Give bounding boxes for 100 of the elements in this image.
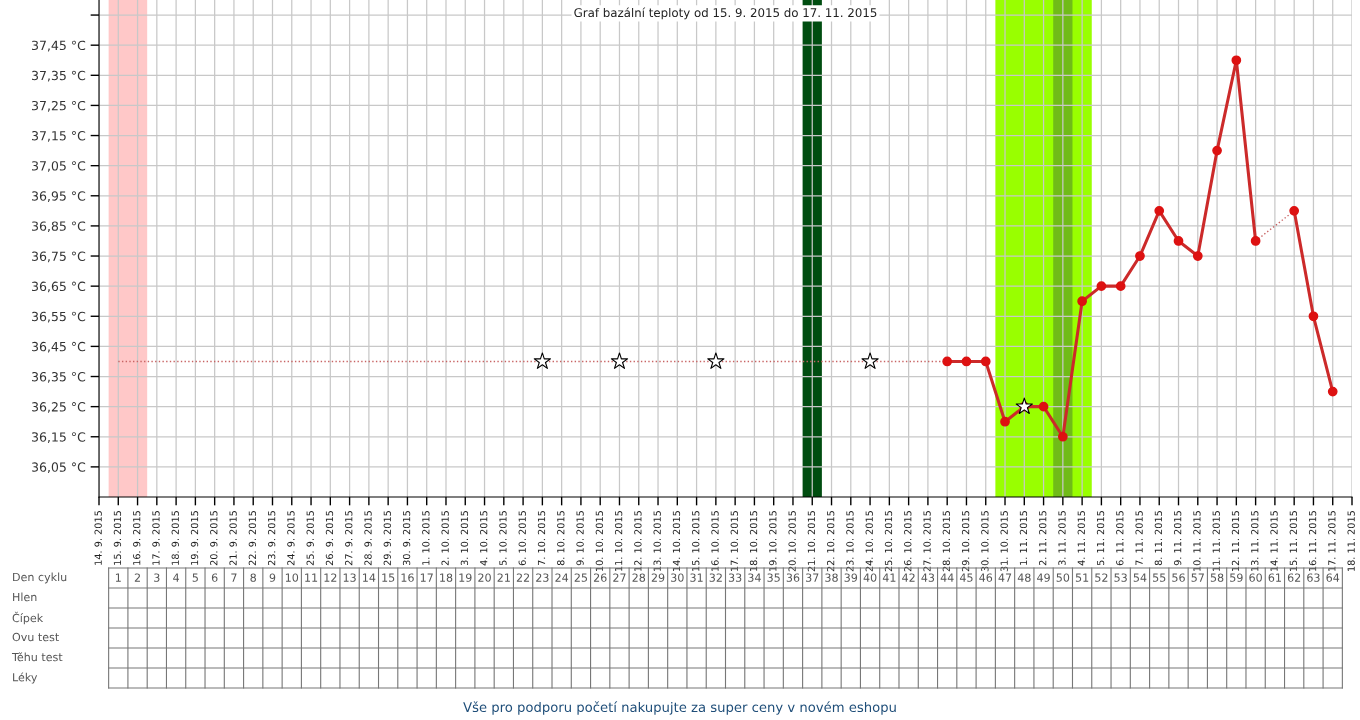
point bbox=[1308, 311, 1319, 322]
x2-tick-label: 23 bbox=[536, 573, 549, 582]
x-tick-label: 26. 10. 2015 bbox=[904, 511, 912, 572]
x-tick-label: 2. 10. 2015 bbox=[441, 511, 449, 566]
text: Den cyklu bbox=[13, 572, 67, 584]
x2-tick-label: 16 bbox=[401, 573, 414, 582]
x-tick-label: 30. 10. 2015 bbox=[981, 511, 989, 572]
point bbox=[1327, 386, 1338, 397]
x2-tick-label: 53 bbox=[1114, 573, 1127, 582]
x-tick-label: 2. 11. 2015 bbox=[1039, 511, 1047, 566]
x2-tick-label: 61 bbox=[1268, 573, 1281, 582]
point bbox=[1173, 236, 1184, 246]
y-tick-label: 37,35 °C bbox=[32, 70, 86, 82]
x-tick-label: 28. 10. 2015 bbox=[942, 511, 951, 572]
x-tick-label: 25. 9. 2015 bbox=[306, 511, 314, 566]
x2-tick-label: 33 bbox=[728, 573, 742, 582]
x-tick-label: 22. 9. 2015 bbox=[248, 511, 257, 566]
x2-tick-label: 38 bbox=[825, 573, 838, 582]
x-tick-label: 29. 10. 2015 bbox=[961, 511, 970, 572]
x-tick-label: 14. 9. 2015 bbox=[94, 511, 102, 565]
x-tick-label: 11. 11. 2015 bbox=[1212, 511, 1220, 571]
point bbox=[1000, 416, 1010, 427]
y-tick-label: 37,05 °C bbox=[32, 161, 86, 172]
x-tick-label: 9. 11. 2015 bbox=[1173, 511, 1182, 566]
x-tick-label: 14. 10. 2015 bbox=[672, 511, 681, 571]
point bbox=[1135, 251, 1145, 261]
x-tick-label: 18. 11. 2015 bbox=[1347, 511, 1355, 571]
x-tick-label: 4. 10. 2015 bbox=[480, 511, 488, 566]
point bbox=[961, 356, 972, 367]
point bbox=[610, 352, 629, 369]
x2-tick-label: 50 bbox=[1056, 573, 1070, 582]
point bbox=[1115, 281, 1126, 292]
point bbox=[1231, 55, 1242, 66]
x2-tick-label: 21 bbox=[497, 573, 510, 582]
x2-tick-label: 60 bbox=[1249, 573, 1262, 582]
x-tick-label: 17. 9. 2015 bbox=[152, 511, 160, 565]
x-tick-label: 29. 9. 2015 bbox=[383, 511, 391, 566]
point bbox=[1015, 397, 1033, 415]
x2-tick-label: 26 bbox=[593, 573, 607, 582]
x2-tick-label: 24 bbox=[555, 573, 569, 582]
point bbox=[1192, 251, 1203, 261]
x2-tick-label: 1 bbox=[115, 573, 121, 582]
x-tick-label: 1. 10. 2015 bbox=[422, 511, 430, 565]
x-tick-label: 4. 11. 2015 bbox=[1077, 511, 1085, 566]
x-tick-label: 17. 11. 2015 bbox=[1328, 511, 1336, 571]
point bbox=[707, 352, 725, 369]
x2-tick-label: 41 bbox=[882, 573, 896, 582]
y-tick-label: 37,15 °C bbox=[32, 131, 86, 142]
x2-tick-label: 4 bbox=[173, 573, 180, 582]
x-tick-label: 27. 10. 2015 bbox=[923, 511, 931, 572]
x-tick-label: 3. 10. 2015 bbox=[460, 511, 469, 566]
x-tick-label: 6. 10. 2015 bbox=[518, 511, 526, 566]
x2-tick-label: 51 bbox=[1075, 573, 1089, 582]
x-tick-label: 18. 10. 2015 bbox=[749, 511, 758, 571]
y-tick-label: 37,25 °C bbox=[32, 100, 86, 112]
point bbox=[1096, 281, 1107, 292]
x2-tick-label: 11 bbox=[305, 573, 318, 582]
x2-tick-label: 62 bbox=[1287, 573, 1301, 582]
text: Čípek bbox=[12, 611, 44, 625]
x-tick-label: 12. 11. 2015 bbox=[1231, 511, 1240, 571]
x-tick-label: 17. 10. 2015 bbox=[730, 511, 738, 571]
y-tick-label: 36,75 °C bbox=[32, 251, 86, 263]
x2-tick-label: 40 bbox=[863, 573, 877, 582]
x2-tick-label: 19 bbox=[459, 573, 472, 582]
y-tick-label: 37,45 °C bbox=[32, 40, 86, 52]
x2-tick-label: 45 bbox=[959, 573, 973, 582]
x2-tick-label: 2 bbox=[134, 573, 140, 582]
x-tick-label: 26. 9. 2015 bbox=[325, 511, 334, 566]
x-tick-label: 19. 10. 2015 bbox=[769, 511, 777, 571]
text: Graf bazální teploty od 15. 9. 2015 do 17. 11. 2015 bbox=[574, 7, 877, 20]
x-tick-label: 16. 9. 2015 bbox=[133, 511, 141, 565]
x-tick-label: 20. 10. 2015 bbox=[788, 511, 796, 572]
y-tick-label: 36,45 °C bbox=[32, 341, 86, 353]
x-tick-label: 12. 10. 2015 bbox=[634, 511, 642, 571]
x2-tick-label: 18 bbox=[440, 573, 453, 582]
point bbox=[1057, 431, 1068, 442]
y-tick-label: 36,95 °C bbox=[32, 191, 86, 202]
x-tick-label: 28. 9. 2015 bbox=[364, 511, 372, 566]
x2-tick-label: 31 bbox=[690, 573, 703, 582]
y-tick-label: 36,85 °C bbox=[32, 221, 86, 233]
x2-tick-label: 59 bbox=[1230, 573, 1243, 582]
x2-tick-label: 29 bbox=[651, 573, 665, 582]
x2-tick-label: 15 bbox=[382, 573, 395, 582]
x2-tick-label: 20 bbox=[478, 573, 491, 582]
x-tick-label: 31. 10. 2015 bbox=[1000, 511, 1008, 572]
x2-tick-label: 9 bbox=[269, 573, 276, 582]
x2-tick-label: 28 bbox=[632, 573, 646, 582]
text: Hlen bbox=[13, 592, 37, 602]
x2-tick-label: 3 bbox=[154, 573, 160, 582]
x-tick-label: 3. 11. 2015 bbox=[1058, 511, 1066, 566]
text: Těhu test bbox=[11, 652, 63, 662]
x2-tick-label: 39 bbox=[844, 573, 858, 582]
x2-tick-label: 17 bbox=[420, 573, 433, 582]
x2-tick-label: 56 bbox=[1172, 573, 1185, 582]
y-tick-label: 36,15 °C bbox=[32, 432, 86, 443]
text: Léky bbox=[13, 672, 38, 684]
x2-tick-label: 30 bbox=[671, 573, 684, 582]
point bbox=[1038, 401, 1049, 412]
point bbox=[1077, 296, 1087, 307]
x-tick-label: 20. 9. 2015 bbox=[210, 511, 218, 566]
